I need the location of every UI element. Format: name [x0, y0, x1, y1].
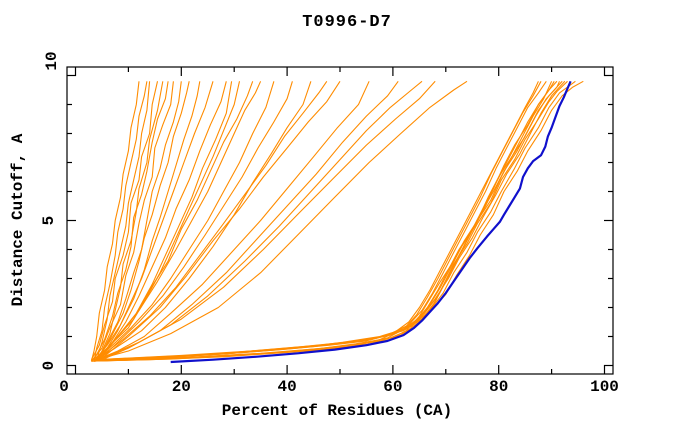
x-tick-label: 0: [59, 378, 69, 396]
y-tick-label: 10: [43, 51, 61, 70]
model-11-curve: [96, 81, 214, 361]
model-34-curve: [96, 80, 563, 361]
model-17-curve: [96, 81, 275, 361]
model-25-curve: [101, 80, 436, 359]
model-07-curve: [90, 81, 174, 362]
model-16-curve: [98, 81, 262, 361]
y-axis-label: Distance Cutoff, A: [9, 133, 27, 307]
plot-border: [66, 66, 614, 375]
x-tick-label: 80: [489, 378, 508, 396]
model-01-curve: [90, 81, 140, 362]
highlighted-model-curve: [170, 80, 572, 364]
model-30-curve: [91, 81, 553, 362]
chart-title: T0996-D7: [302, 13, 392, 32]
model-09-curve: [96, 81, 190, 360]
x-axis-label: Percent of Residues (CA): [221, 402, 453, 420]
model-37-curve: [96, 80, 576, 361]
x-tick-label: 100: [590, 378, 619, 396]
model-20-curve: [96, 80, 328, 361]
model-38-curve: [93, 80, 584, 362]
y-tick-label: 5: [40, 216, 58, 226]
model-08-curve: [98, 81, 182, 360]
model-06-curve: [93, 81, 169, 360]
model-26-curve: [96, 80, 468, 361]
model-21-curve: [101, 81, 341, 359]
x-tick-label: 60: [383, 378, 402, 396]
model-22-curve: [96, 81, 370, 361]
model-13-curve: [93, 81, 241, 362]
y-tick-label: 0: [40, 361, 58, 371]
model-18-curve: [98, 81, 293, 361]
x-tick-label: 20: [172, 378, 191, 396]
model-19-curve: [93, 81, 312, 362]
model-14-curve: [96, 81, 254, 361]
model-02-curve: [93, 81, 148, 362]
model-12-curve: [98, 81, 227, 361]
model-04-curve: [90, 81, 159, 360]
model-03-curve: [96, 81, 151, 360]
x-tick-label: 40: [277, 378, 296, 396]
